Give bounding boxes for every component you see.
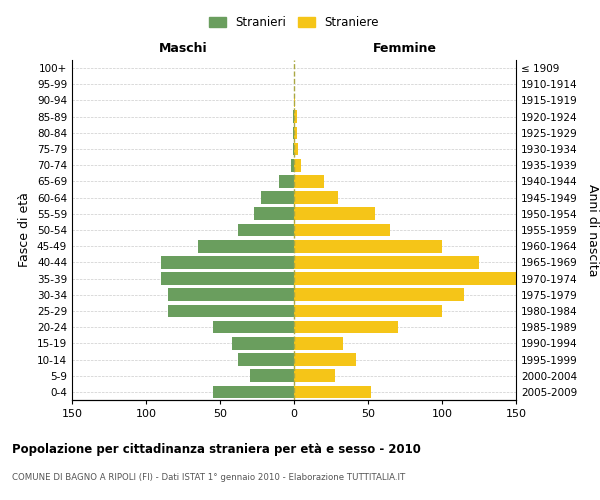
Bar bbox=[254, 208, 294, 220]
Bar bbox=[294, 224, 390, 236]
Bar bbox=[212, 321, 294, 334]
Bar bbox=[294, 288, 464, 301]
Bar bbox=[238, 224, 294, 236]
Bar bbox=[198, 240, 294, 252]
Bar bbox=[294, 192, 338, 204]
Bar bbox=[232, 337, 294, 349]
Bar bbox=[294, 272, 516, 285]
Bar bbox=[294, 304, 442, 318]
Bar bbox=[294, 110, 297, 123]
Legend: Stranieri, Straniere: Stranieri, Straniere bbox=[205, 12, 383, 34]
Bar bbox=[294, 94, 295, 107]
Text: Popolazione per cittadinanza straniera per età e sesso - 2010: Popolazione per cittadinanza straniera p… bbox=[12, 442, 421, 456]
Bar bbox=[212, 386, 294, 398]
Bar bbox=[294, 321, 398, 334]
Bar bbox=[294, 126, 297, 139]
Bar bbox=[294, 256, 479, 268]
Bar bbox=[294, 386, 371, 398]
Bar bbox=[238, 353, 294, 366]
Y-axis label: Fasce di età: Fasce di età bbox=[19, 192, 31, 268]
Bar bbox=[294, 337, 343, 349]
Bar bbox=[168, 288, 294, 301]
Bar bbox=[294, 370, 335, 382]
Bar bbox=[294, 208, 376, 220]
Bar bbox=[279, 175, 294, 188]
Bar bbox=[168, 304, 294, 318]
Bar bbox=[262, 192, 294, 204]
Text: Femmine: Femmine bbox=[373, 42, 437, 55]
Y-axis label: Anni di nascita: Anni di nascita bbox=[586, 184, 599, 276]
Bar bbox=[293, 142, 294, 156]
Bar bbox=[294, 240, 442, 252]
Bar bbox=[161, 256, 294, 268]
Text: COMUNE DI BAGNO A RIPOLI (FI) - Dati ISTAT 1° gennaio 2010 - Elaborazione TUTTIT: COMUNE DI BAGNO A RIPOLI (FI) - Dati IST… bbox=[12, 472, 405, 482]
Bar bbox=[294, 353, 356, 366]
Bar bbox=[294, 142, 298, 156]
Bar bbox=[250, 370, 294, 382]
Bar bbox=[294, 159, 301, 172]
Bar bbox=[294, 175, 323, 188]
Bar bbox=[293, 126, 294, 139]
Bar bbox=[161, 272, 294, 285]
Bar bbox=[293, 110, 294, 123]
Text: Maschi: Maschi bbox=[158, 42, 208, 55]
Bar bbox=[291, 159, 294, 172]
